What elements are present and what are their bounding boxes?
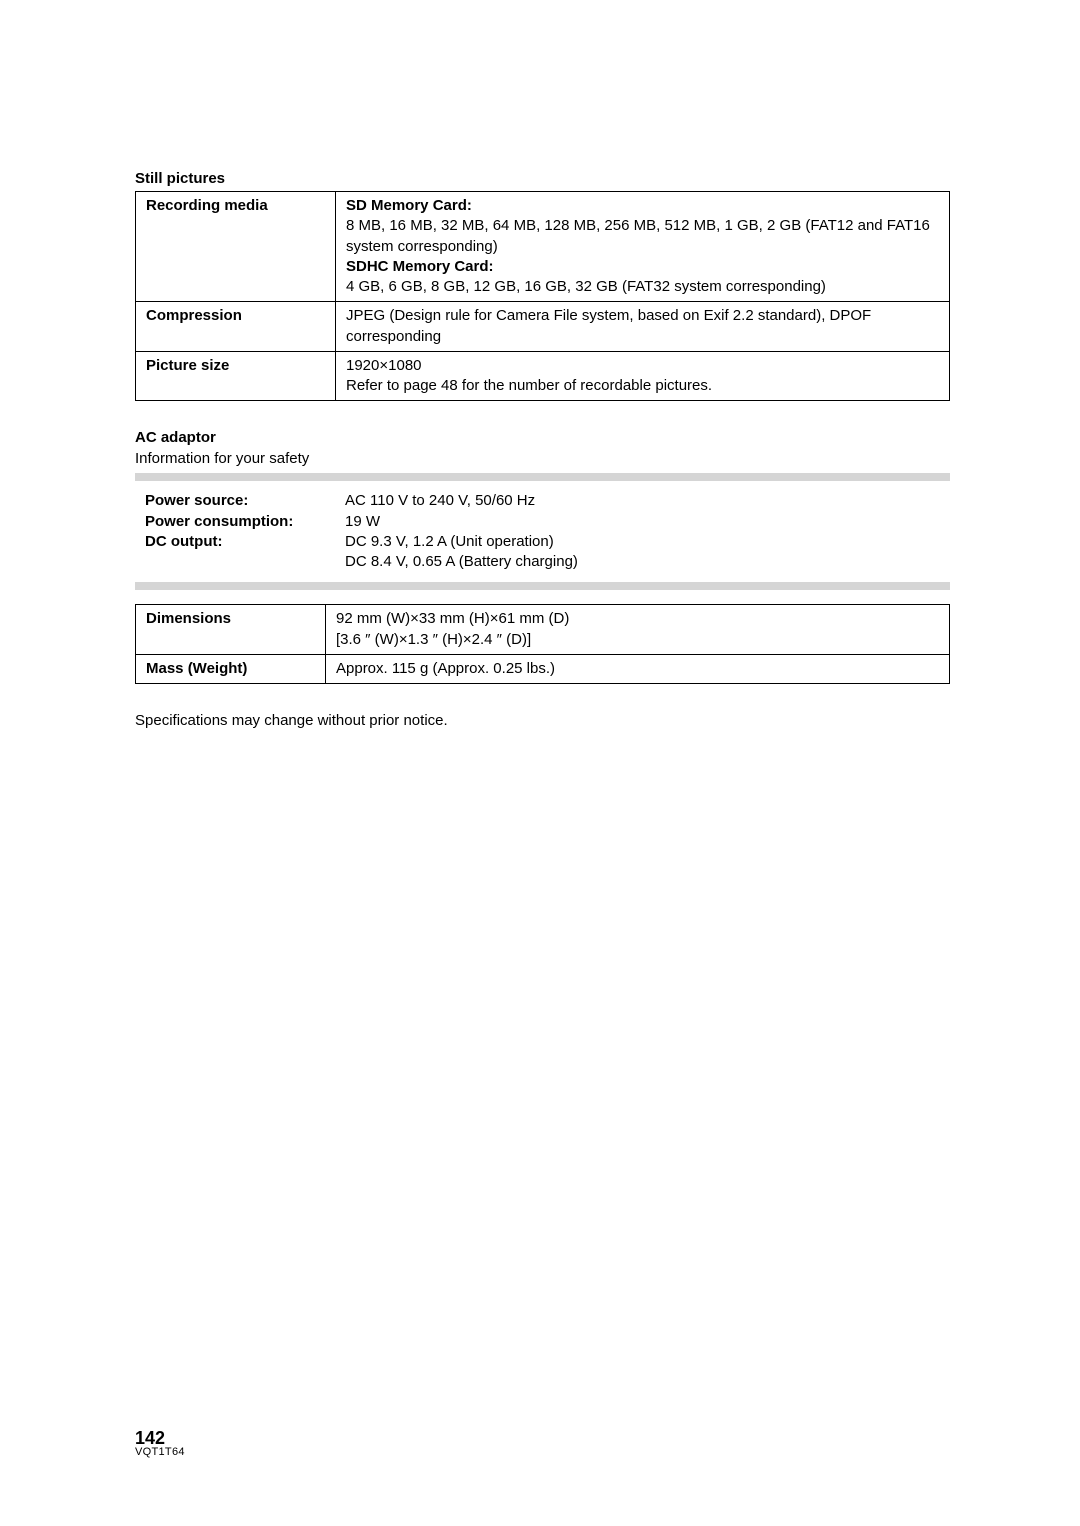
spec-footnote: Specifications may change without prior … [135, 712, 950, 729]
sd-card-text: 8 MB, 16 MB, 32 MB, 64 MB, 128 MB, 256 M… [346, 217, 930, 254]
mass-label: Mass (Weight) [136, 654, 326, 683]
dimensions-line2: [3.6 ″ (W)×1.3 ″ (H)×2.4 ″ (D)] [336, 631, 531, 648]
dc-output-line1: DC 9.3 V, 1.2 A (Unit operation) [345, 533, 554, 550]
table-row: Recording media SD Memory Card: 8 MB, 16… [136, 192, 950, 302]
sd-card-title: SD Memory Card: [346, 197, 472, 214]
table-row: Mass (Weight) Approx. 115 g (Approx. 0.2… [136, 654, 950, 683]
table-row: Dimensions 92 mm (W)×33 mm (H)×61 mm (D)… [136, 605, 950, 655]
table-row: Picture size 1920×1080 Refer to page 48 … [136, 351, 950, 401]
picture-size-line1: 1920×1080 [346, 357, 422, 374]
ac-row-power-consumption: Power consumption: 19 W [145, 512, 940, 532]
page-number: 142 [135, 1429, 185, 1447]
compression-label: Compression [136, 302, 336, 352]
sdhc-card-title: SDHC Memory Card: [346, 258, 494, 275]
power-source-label: Power source: [145, 491, 345, 511]
dimensions-table: Dimensions 92 mm (W)×33 mm (H)×61 mm (D)… [135, 604, 950, 684]
picture-size-line2: Refer to page 48 for the number of recor… [346, 377, 712, 394]
ac-row-power-source: Power source: AC 110 V to 240 V, 50/60 H… [145, 491, 940, 511]
compression-value: JPEG (Design rule for Camera File system… [336, 302, 950, 352]
picture-size-label: Picture size [136, 351, 336, 401]
page-content: Still pictures Recording media SD Memory… [0, 0, 1080, 729]
dimensions-line1: 92 mm (W)×33 mm (H)×61 mm (D) [336, 610, 569, 627]
ac-adaptor-title: AC adaptor [135, 429, 950, 446]
power-consumption-label: Power consumption: [145, 512, 345, 532]
dc-output-line2: DC 8.4 V, 0.65 A (Battery charging) [345, 553, 578, 570]
recording-media-value: SD Memory Card: 8 MB, 16 MB, 32 MB, 64 M… [336, 192, 950, 302]
dc-output-label: DC output: [145, 532, 345, 573]
table-row: Compression JPEG (Design rule for Camera… [136, 302, 950, 352]
ac-row-dc-output: DC output: DC 9.3 V, 1.2 A (Unit operati… [145, 532, 940, 573]
ac-adaptor-subtitle: Information for your safety [135, 450, 950, 467]
ac-adaptor-block: Power source: AC 110 V to 240 V, 50/60 H… [135, 473, 950, 590]
page-footer: 142 VQT1T64 [135, 1429, 185, 1458]
mass-value: Approx. 115 g (Approx. 0.25 lbs.) [326, 654, 950, 683]
power-source-value: AC 110 V to 240 V, 50/60 Hz [345, 491, 940, 511]
dc-output-value: DC 9.3 V, 1.2 A (Unit operation) DC 8.4 … [345, 532, 940, 573]
still-pictures-title: Still pictures [135, 170, 950, 187]
sdhc-card-text: 4 GB, 6 GB, 8 GB, 12 GB, 16 GB, 32 GB (F… [346, 278, 826, 295]
recording-media-label: Recording media [136, 192, 336, 302]
dimensions-value: 92 mm (W)×33 mm (H)×61 mm (D) [3.6 ″ (W)… [326, 605, 950, 655]
ac-adaptor-inner: Power source: AC 110 V to 240 V, 50/60 H… [135, 481, 950, 582]
picture-size-value: 1920×1080 Refer to page 48 for the numbe… [336, 351, 950, 401]
still-pictures-table: Recording media SD Memory Card: 8 MB, 16… [135, 191, 950, 401]
power-consumption-value: 19 W [345, 512, 940, 532]
doc-code: VQT1T64 [135, 1447, 185, 1458]
dimensions-label: Dimensions [136, 605, 326, 655]
